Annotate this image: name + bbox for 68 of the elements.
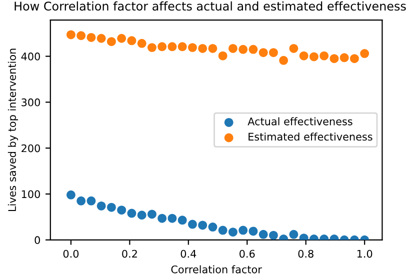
point — [208, 222, 218, 232]
y-tick-label: 200 — [22, 144, 40, 152]
point — [76, 196, 86, 206]
point — [76, 31, 86, 40]
legend-label: Actual effectiveness — [248, 117, 352, 126]
point — [360, 49, 370, 58]
point — [309, 52, 318, 62]
point — [289, 230, 298, 239]
point — [279, 56, 288, 65]
point — [66, 30, 76, 40]
x-tick-label: 0.4 — [180, 250, 196, 258]
point — [289, 44, 298, 53]
point — [198, 44, 208, 53]
x-tick-label: 0.8 — [298, 250, 314, 258]
y-axis-title: Lives saved by top intervention — [8, 48, 18, 212]
x-axis-title: Correlation factor — [171, 265, 262, 274]
point — [117, 206, 126, 215]
point — [198, 220, 208, 230]
point — [258, 230, 268, 239]
point — [248, 226, 258, 236]
point — [106, 37, 116, 46]
x-tick-label: 1.0 — [357, 250, 372, 258]
point — [218, 51, 228, 60]
point — [137, 38, 146, 48]
y-tick-label: 400 — [21, 52, 40, 60]
point — [208, 44, 218, 53]
legend-label: Estimated effectiveness — [248, 132, 372, 141]
point — [127, 208, 136, 218]
point — [268, 48, 278, 58]
x-tick-label: 0.2 — [122, 250, 137, 258]
x-tick-label: 0.0 — [63, 250, 79, 258]
y-tick-label: 0 — [34, 236, 40, 244]
point — [350, 54, 359, 64]
point — [228, 228, 238, 237]
point — [158, 214, 167, 223]
point — [147, 210, 156, 219]
point — [330, 54, 339, 64]
point — [158, 42, 167, 52]
point — [106, 202, 116, 212]
point — [86, 32, 96, 42]
point — [147, 43, 156, 52]
point — [117, 34, 126, 43]
point — [218, 226, 228, 235]
point — [96, 34, 106, 43]
y-tick-label: 100 — [22, 190, 40, 198]
chart-title: How Correlation factor affects actual and estimated effectiveness — [14, 1, 406, 11]
point — [66, 190, 76, 200]
x-tick-label: 0.6 — [240, 250, 255, 258]
point — [268, 230, 278, 240]
y-tick-label: 300 — [22, 98, 40, 106]
point — [86, 196, 96, 206]
point — [238, 226, 248, 235]
point — [188, 43, 197, 52]
point — [340, 53, 349, 62]
point — [320, 51, 329, 60]
point — [228, 44, 238, 53]
point — [299, 51, 308, 60]
point — [168, 214, 177, 223]
point — [238, 44, 248, 54]
point — [248, 44, 258, 54]
point — [137, 210, 146, 220]
point — [188, 220, 197, 229]
point — [127, 36, 136, 46]
point — [178, 216, 187, 225]
point — [168, 42, 177, 52]
point — [258, 48, 268, 58]
point — [96, 201, 106, 210]
point — [178, 42, 187, 52]
